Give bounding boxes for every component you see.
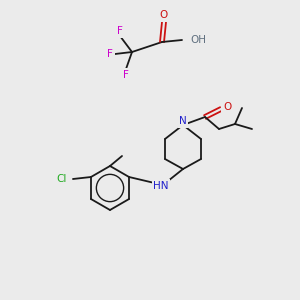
- Text: N: N: [179, 116, 187, 126]
- Text: F: F: [117, 26, 123, 36]
- Text: O: O: [160, 10, 168, 20]
- Text: OH: OH: [190, 35, 206, 45]
- Text: HN: HN: [153, 181, 169, 191]
- Text: Cl: Cl: [57, 174, 67, 184]
- Text: O: O: [223, 102, 231, 112]
- Text: F: F: [107, 49, 113, 59]
- Text: F: F: [123, 70, 129, 80]
